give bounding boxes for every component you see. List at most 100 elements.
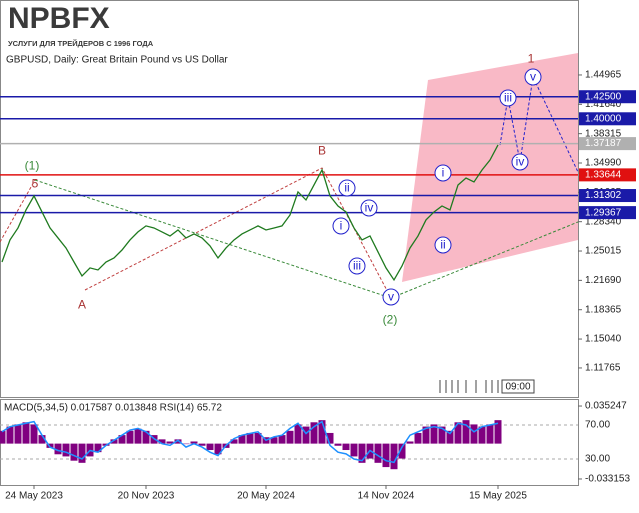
macd-bar [70, 443, 78, 461]
macd-bar [254, 432, 262, 444]
macd-bar [494, 420, 502, 444]
y-tick-label: 1.25015 [585, 246, 622, 257]
y-tick-label: 1.41640 [585, 99, 622, 110]
time-label: 09:00 [505, 382, 530, 393]
macd-bar [134, 428, 142, 444]
wave-circle [332, 217, 350, 235]
wave-circle [434, 236, 452, 254]
macd-bar [406, 441, 414, 444]
wave-label: v [530, 70, 536, 84]
macd-bar [78, 443, 86, 463]
wave-label: iv [365, 201, 374, 215]
wave-label: A [78, 298, 86, 312]
macd-bar [174, 439, 182, 444]
wave-label: ii [440, 238, 445, 252]
price-line [1, 144, 499, 282]
macd-bar [230, 439, 238, 444]
wave-label: ii [344, 181, 349, 195]
y-tick-label: 1.28340 [585, 216, 622, 227]
logo: NPBFX [8, 2, 110, 35]
wave-circle [524, 68, 542, 86]
macd-bar [206, 443, 214, 451]
y-tick-label: -0.033153 [585, 474, 630, 485]
macd-bar [118, 435, 126, 444]
macd-bar [294, 424, 302, 444]
time-box [501, 379, 535, 394]
x-tick-label: 20 Nov 2023 [118, 491, 175, 502]
y-tick-label: 1.15040 [585, 334, 622, 345]
wave-label: B [318, 144, 326, 158]
x-tick-label: 24 May 2023 [5, 491, 63, 502]
level-label: 1.33644 [585, 170, 622, 181]
macd-bar [462, 420, 470, 444]
y2-tick-label: 30.00 [585, 454, 610, 465]
macd-bar [62, 443, 70, 457]
macd-bar [302, 426, 310, 444]
wave-line [0, 179, 36, 243]
macd-bar [278, 435, 286, 444]
macd-bar [470, 424, 478, 444]
y-tick-label: 1.18365 [585, 304, 622, 315]
macd-bar [358, 443, 366, 463]
macd-bar [38, 435, 46, 444]
macd-bar [30, 424, 38, 444]
macd-bar [270, 437, 278, 444]
y-tick-label: 1.44965 [585, 70, 622, 81]
level-label-box [579, 168, 636, 182]
macd-bar [446, 430, 454, 444]
wave-circle [499, 89, 517, 107]
wave-circle [348, 257, 366, 275]
wave-label: 1 [528, 52, 535, 66]
level-label: 1.29367 [585, 207, 622, 218]
macd-bar [310, 422, 318, 444]
wave-line [84, 167, 392, 299]
macd-bar [398, 443, 406, 459]
rsi-line [1, 420, 499, 464]
wave-label: 5 [32, 177, 39, 191]
level-label: 1.31302 [585, 190, 622, 201]
macd-bar [342, 443, 350, 451]
indicator-title: MACD(5,34,5) 0.017587 0.013848 RSI(14) 6… [4, 403, 222, 414]
macd-bar [374, 443, 382, 463]
macd-bar [350, 443, 358, 457]
macd-bar [478, 426, 486, 444]
macd-bar [414, 432, 422, 444]
macd-bar [182, 443, 190, 445]
wave-circle [511, 153, 529, 171]
macd-bar [126, 430, 134, 444]
macd-bar [158, 439, 166, 444]
macd-bar [422, 426, 430, 444]
wave-label: iv [516, 155, 525, 169]
wave-circle [434, 164, 452, 182]
macd-bar [54, 443, 62, 455]
x-tick-label: 20 May 2024 [237, 491, 295, 502]
macd-bar [0, 430, 6, 444]
macd-bar [22, 422, 30, 444]
macd-bar [94, 443, 102, 453]
y-tick-label: 1.21690 [585, 275, 622, 286]
macd-bar [454, 422, 462, 444]
macd-bar [318, 420, 326, 444]
chart-title: GBPUSD, Daily: Great Britain Pound vs US… [6, 55, 228, 66]
y-tick-label: 1.38315 [585, 128, 622, 139]
wave-label: iii [504, 91, 512, 105]
wave-circle [338, 179, 356, 197]
target-zone [402, 53, 578, 282]
level-label-box [579, 137, 636, 151]
macd-bar [14, 424, 22, 444]
logo-tagline: УСЛУГИ ДЛЯ ТРЕЙДЕРОВ С 1996 ГОДА [8, 39, 154, 48]
macd-bar [246, 432, 254, 444]
time-marks [439, 380, 499, 393]
x-tick-label: 14 Nov 2024 [358, 491, 415, 502]
macd-bar [438, 426, 446, 444]
y-tick-label: 1.34990 [585, 158, 622, 169]
level-label-box [579, 206, 636, 220]
macd-bar [142, 430, 150, 444]
y-tick-label: 0.035247 [585, 401, 627, 412]
macd-bar [326, 432, 334, 444]
macd-bar [238, 435, 246, 444]
y2-tick-label: 70.00 [585, 420, 610, 431]
wave-label: (2) [383, 313, 398, 327]
wave-circle [360, 199, 378, 217]
macd-bar [214, 443, 222, 455]
